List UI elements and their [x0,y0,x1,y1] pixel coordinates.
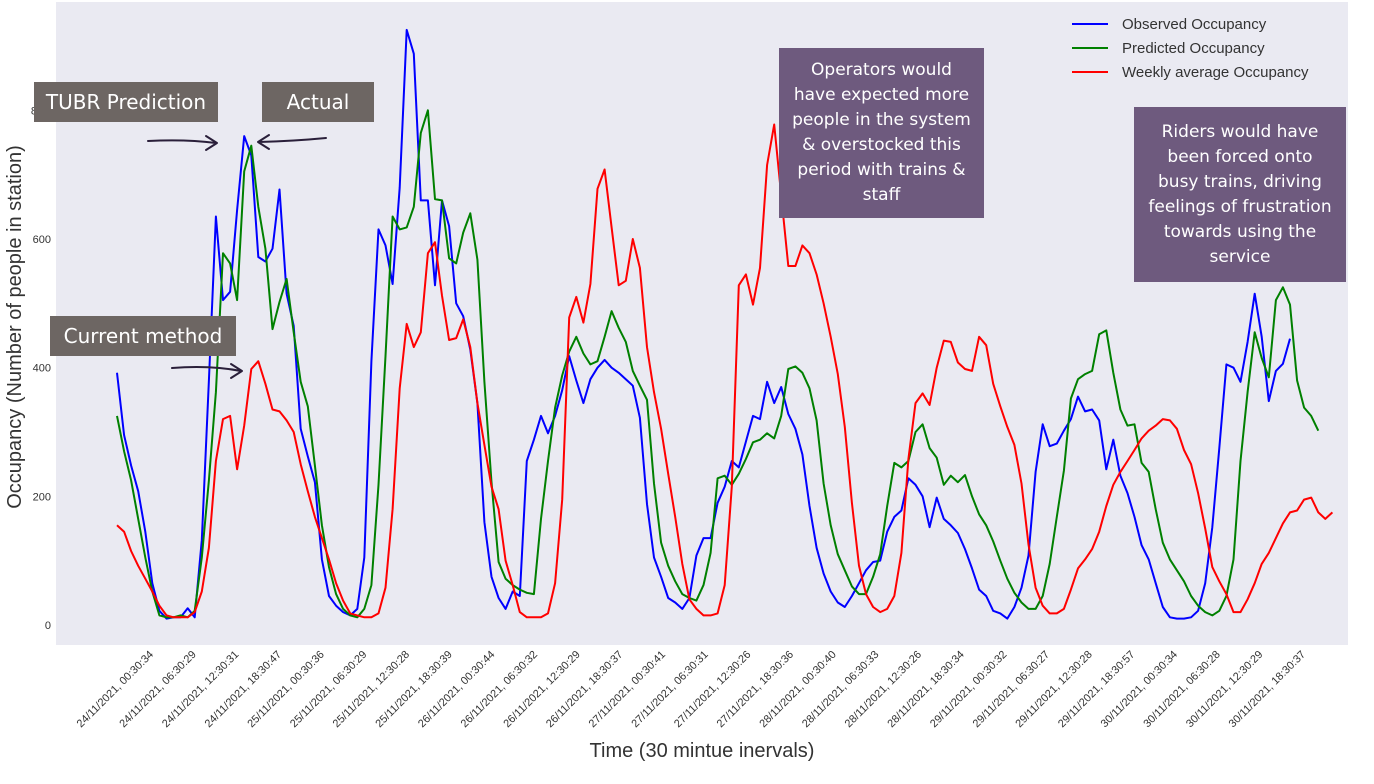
current-method-label: Current method [50,316,236,356]
x-tick-label: 24/11/2021, 12:30:31 [160,649,241,730]
legend-label-weekly-average: Weekly average Occupancy [1122,63,1309,81]
x-tick-label: 29/11/2021, 18:30:57 [1056,649,1137,730]
y-tick-label: 200 [33,491,51,503]
riders-note-line: Riders would have [1161,121,1319,142]
predicted-occupancy-line [116,109,1320,619]
chart-legend: Observed Occupancy Predicted Occupancy W… [1072,12,1308,84]
x-tick-label: 25/11/2021, 06:30:29 [288,649,369,730]
observed-occupancy-line [116,28,1291,620]
legend-swatch-predicted [1072,47,1108,49]
x-tick-label: 26/11/2021, 18:30:37 [544,649,625,730]
operators-note-line: Operators would [811,60,952,80]
x-tick-label: 27/11/2021, 06:30:31 [629,649,710,730]
riders-note-line: been forced onto [1167,146,1313,167]
x-tick-label: 28/11/2021, 06:30:33 [800,649,881,730]
legend-label-observed: Observed Occupancy [1122,15,1267,33]
operators-note: Operators would have expected more peopl… [779,48,984,218]
x-tick-label: 28/11/2021, 12:30:26 [843,649,924,730]
x-tick-label: 26/11/2021, 00:30:44 [416,649,497,730]
x-tick-label: 29/11/2021, 12:30:28 [1013,649,1094,730]
x-tick-label: 25/11/2021, 00:30:36 [245,649,326,730]
x-tick-label: 24/11/2021, 06:30:29 [117,649,198,730]
riders-note-line: feelings of frustration [1148,196,1332,217]
x-tick-label: 25/11/2021, 12:30:28 [331,649,412,730]
tubr-prediction-label: TUBR Prediction [34,82,218,122]
riders-note-line: busy trains, driving [1158,171,1322,192]
legend-item-observed: Observed Occupancy [1072,12,1308,36]
legend-label-predicted: Predicted Occupancy [1122,39,1265,57]
tubr-arrow [147,135,218,151]
weekly-average-occupancy-line [116,123,1334,619]
x-tick-label: 26/11/2021, 12:30:29 [501,649,582,730]
y-tick-label: 0 [45,620,51,632]
x-tick-label: 27/11/2021, 18:30:36 [715,649,796,730]
x-tick-label: 24/11/2021, 00:30:34 [75,649,156,730]
x-tick-label: 30/11/2021, 12:30:29 [1184,649,1265,730]
x-tick-label: 30/11/2021, 18:30:37 [1227,649,1308,730]
x-tick-label: 25/11/2021, 18:30:39 [373,649,454,730]
y-axis-ticks: 0 200 400 600 8 [31,105,51,632]
annotation-arrows [147,134,327,379]
y-tick-label: 600 [33,234,51,246]
operators-note-line: people in the system [792,110,971,130]
x-tick-label: 29/11/2021, 06:30:27 [971,649,1052,730]
x-tick-label: 26/11/2021, 06:30:32 [459,649,540,730]
operators-note-line: period with trains & [797,160,966,180]
operators-note-line: staff [862,185,901,205]
operators-note-line: & overstocked this [802,135,961,155]
x-tick-label: 29/11/2021, 00:30:32 [928,649,1009,730]
x-tick-label: 30/11/2021, 00:30:34 [1099,649,1180,730]
actual-label: Actual [262,82,374,122]
y-tick-label: 400 [33,363,51,375]
riders-note-line: towards using the [1163,221,1317,242]
legend-swatch-weekly-average [1072,71,1108,73]
actual-arrow [257,134,327,150]
operators-note-line: have expected more [793,85,970,105]
riders-note-line: service [1209,246,1271,267]
legend-swatch-observed [1072,23,1108,25]
y-axis-label: Occupancy (Number of people in station) [4,145,26,509]
x-axis-label: Time (30 mintue inervals) [590,740,815,762]
plot-area [56,2,1348,645]
x-tick-label: 30/11/2021, 06:30:28 [1141,649,1222,730]
x-tick-label: 28/11/2021, 18:30:34 [885,649,966,730]
x-tick-label: 27/11/2021, 00:30:41 [587,649,668,730]
x-tick-label: 27/11/2021, 12:30:26 [672,649,753,730]
x-tick-label: 24/11/2021, 18:30:47 [203,649,284,730]
riders-note: Riders would have been forced onto busy … [1134,107,1346,282]
legend-item-predicted: Predicted Occupancy [1072,36,1308,60]
current-method-arrow [171,363,243,379]
legend-item-weekly-average: Weekly average Occupancy [1072,60,1308,84]
y-tick-label-clipped: 8 [31,105,37,117]
series-lines [116,28,1334,620]
x-tick-label: 28/11/2021, 00:30:40 [757,649,838,730]
